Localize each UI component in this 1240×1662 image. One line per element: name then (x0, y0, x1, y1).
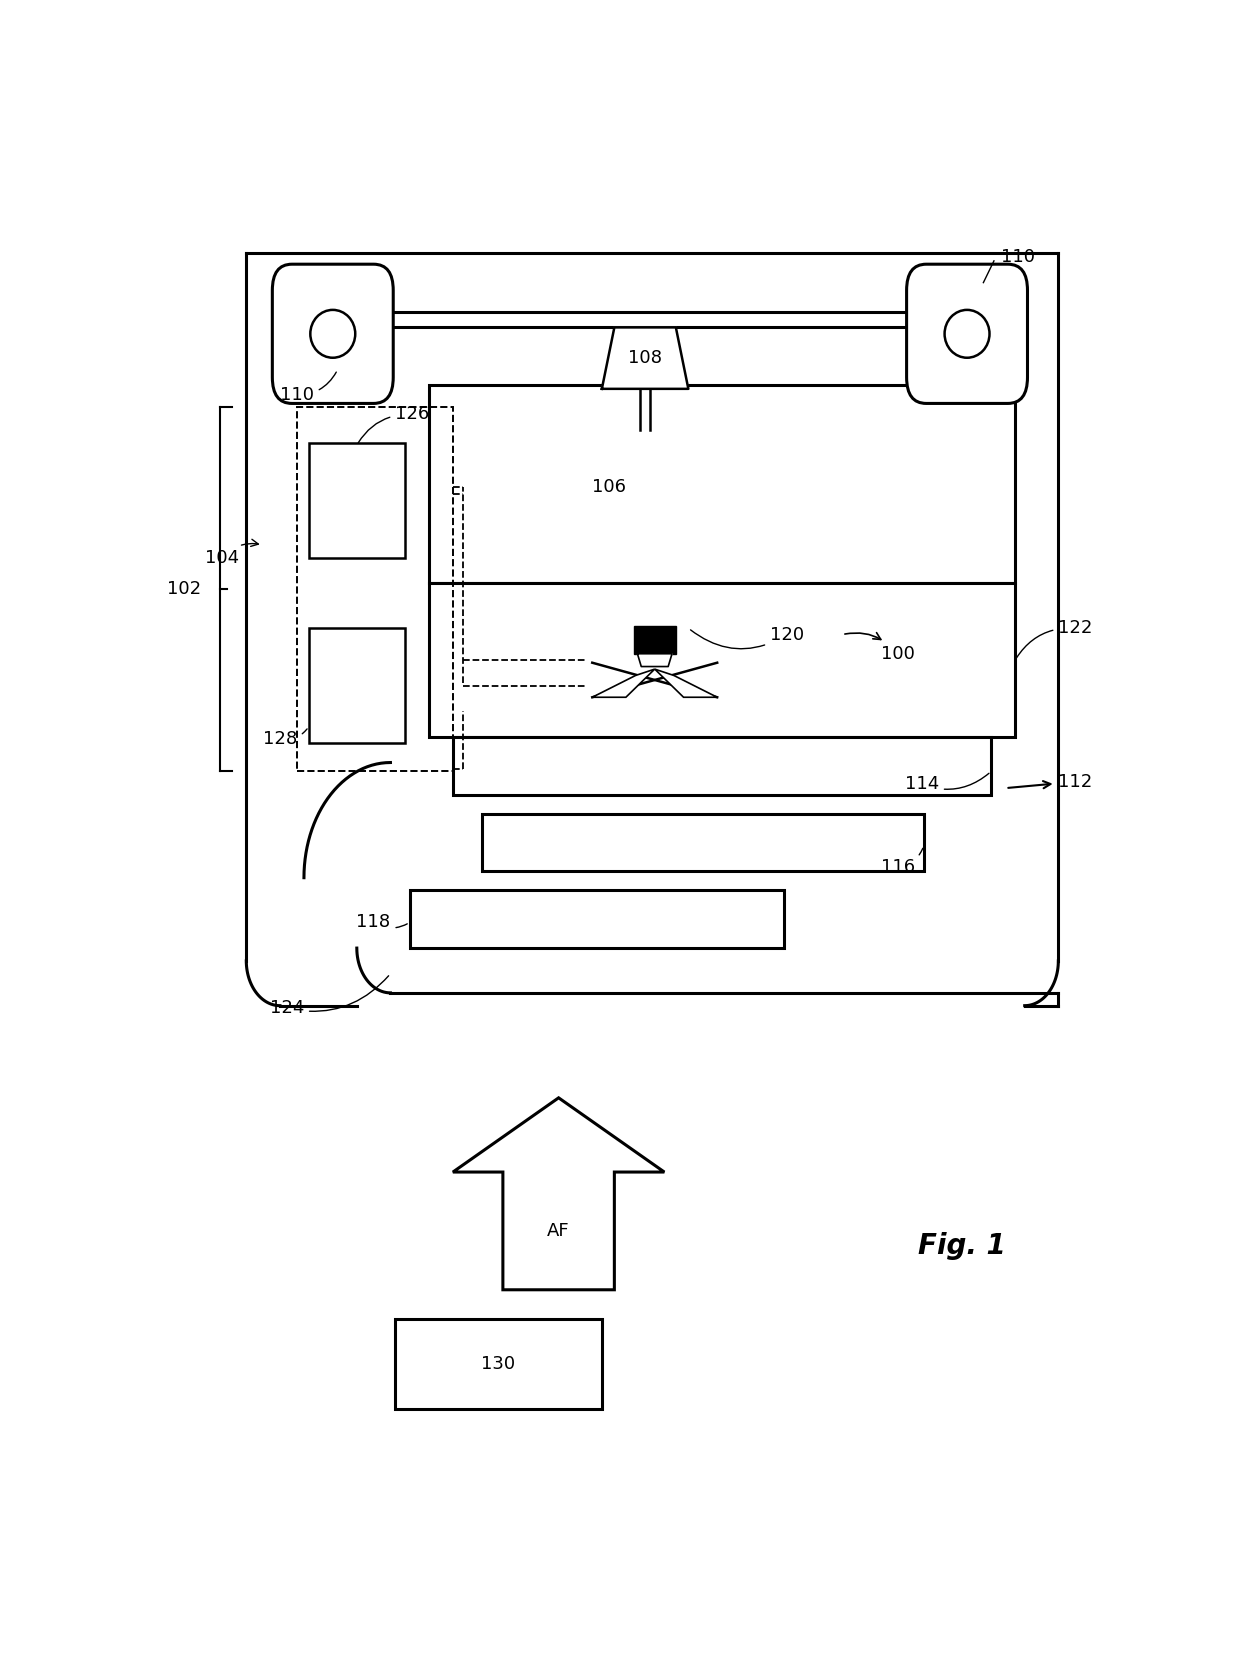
Text: 108: 108 (629, 349, 662, 367)
Text: 118: 118 (356, 914, 407, 931)
FancyBboxPatch shape (273, 264, 393, 404)
Polygon shape (637, 653, 672, 666)
Text: Fig. 1: Fig. 1 (919, 1232, 1006, 1260)
Text: 104: 104 (206, 538, 258, 567)
Bar (309, 442, 404, 558)
Ellipse shape (945, 309, 990, 357)
Bar (481, 814, 924, 871)
Text: 106: 106 (593, 479, 626, 497)
Text: 130: 130 (481, 1355, 516, 1373)
Text: 122: 122 (1017, 620, 1092, 658)
Text: 124: 124 (269, 976, 388, 1017)
Text: 114: 114 (905, 773, 990, 793)
Bar (409, 891, 785, 947)
Bar (429, 583, 1016, 736)
Bar (298, 407, 453, 771)
Text: AF: AF (547, 1222, 570, 1240)
Text: 110: 110 (280, 372, 336, 404)
Text: 126: 126 (358, 406, 429, 442)
Text: 102: 102 (167, 580, 201, 598)
Bar (396, 1320, 601, 1409)
Polygon shape (655, 670, 717, 698)
FancyBboxPatch shape (906, 264, 1028, 404)
Text: 112: 112 (1008, 773, 1092, 791)
Bar (309, 628, 404, 743)
Polygon shape (593, 670, 655, 698)
Text: 110: 110 (1001, 248, 1034, 266)
Polygon shape (601, 327, 688, 389)
Text: 120: 120 (691, 625, 805, 648)
Bar (429, 386, 1016, 583)
Bar (453, 736, 991, 794)
Text: 116: 116 (880, 848, 923, 876)
Polygon shape (453, 1099, 665, 1290)
Ellipse shape (310, 309, 355, 357)
Text: 128: 128 (263, 730, 308, 748)
Text: 100: 100 (844, 633, 914, 663)
Bar (634, 625, 676, 653)
